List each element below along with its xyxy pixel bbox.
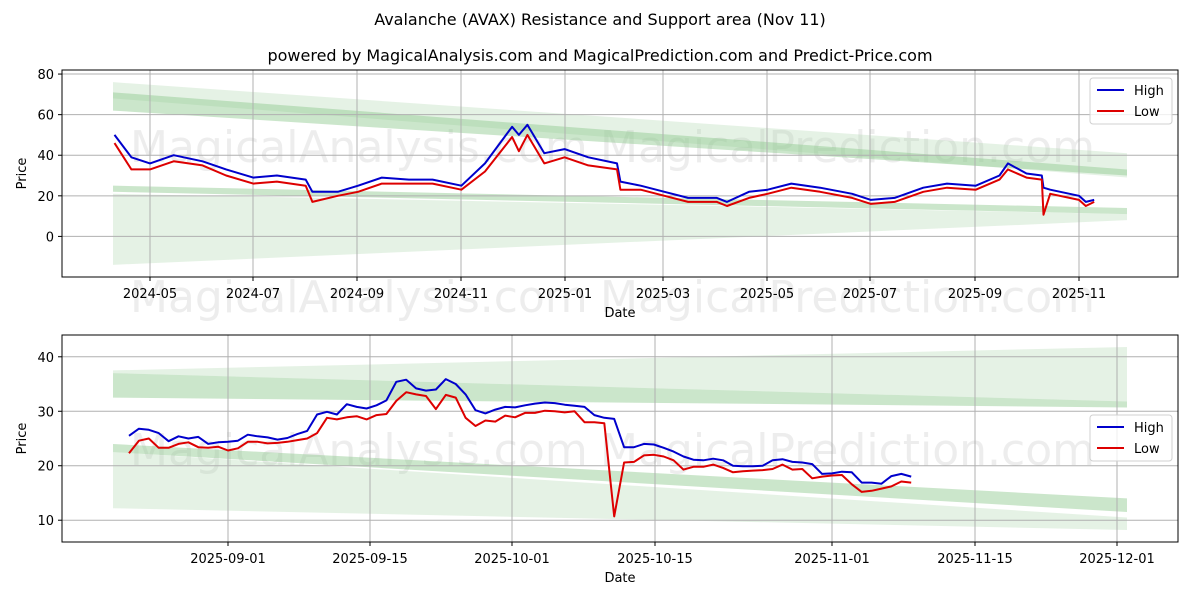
watermark-layer: MagicalAnalysis.com MagicalPrediction.co…	[130, 122, 1095, 476]
chart-title: Avalanche (AVAX) Resistance and Support …	[374, 10, 826, 29]
legend: High Low	[1089, 414, 1173, 462]
x-tick-label: 2025-11-01	[794, 552, 870, 567]
band-outer-upper	[113, 82, 1127, 178]
watermark-analysis-top: MagicalAnalysis.com	[130, 122, 588, 173]
x-tick-label: 2025-11	[1052, 287, 1106, 302]
x-tick-label: 2024-11	[434, 287, 488, 302]
y-tick-label: 40	[37, 351, 54, 366]
x-tick-label: 2025-07	[843, 287, 897, 302]
x-tick-label: 2025-05	[740, 287, 794, 302]
legend-label-high: High	[1134, 84, 1164, 99]
bottom-chart-recent: 10 20 30 40 2025-09-01 2025-09-15 2025-10-01 20…	[15, 334, 1179, 586]
y-tick-label: 80	[37, 68, 54, 83]
y-tick-label: 40	[37, 149, 54, 164]
y-axis-label: Price	[15, 158, 30, 190]
band-outer-lower	[113, 193, 1127, 265]
watermark-prediction-top: MagicalPrediction.com	[600, 122, 1095, 173]
series-line-high	[128, 378, 912, 485]
x-tick-label: 2025-03	[636, 287, 690, 302]
series-line-low	[113, 133, 1095, 216]
y-tick-label: 0	[46, 230, 54, 245]
x-tick-label: 2025-09-01	[190, 552, 266, 567]
watermark-prediction-mid: MagicalPrediction.com	[600, 272, 1095, 323]
y-tick-label: 20	[37, 460, 54, 475]
x-tick-label: 2025-01	[538, 287, 592, 302]
top-chart-full-history: 0 20 40 60 80 2024-05 2024-07 2024-09 2024-11 202…	[15, 68, 1179, 321]
band-inner-upper	[113, 92, 1127, 176]
band-inner-lower	[113, 185, 1127, 215]
legend: High Low	[1089, 77, 1173, 125]
x-tick-label: 2024-09	[330, 287, 384, 302]
band-inner-upper	[113, 373, 1127, 408]
x-tick-label: 2024-07	[226, 287, 280, 302]
chart-subtitle: powered by MagicalAnalysis.com and Magic…	[267, 46, 933, 65]
series-line-low	[128, 391, 912, 518]
band-inner-lower	[113, 443, 1127, 513]
x-tick-label: 2025-09	[948, 287, 1002, 302]
x-axis-label: Date	[604, 306, 635, 321]
watermark-prediction-bottom: MagicalPrediction.com	[600, 425, 1095, 476]
plot-frame	[61, 69, 1179, 278]
x-tick-label: 2025-10-01	[474, 552, 550, 567]
y-axis-label: Price	[15, 423, 30, 455]
x-tick-label: 2025-10-15	[617, 552, 693, 567]
legend-label-low: Low	[1134, 105, 1160, 120]
band-outer-upper	[113, 346, 1127, 402]
x-tick-label: 2025-12-01	[1079, 552, 1155, 567]
watermark-analysis-mid: MagicalAnalysis.com	[130, 272, 588, 323]
legend-label-high: High	[1134, 421, 1164, 436]
y-tick-label: 30	[37, 405, 54, 420]
legend-label-low: Low	[1134, 442, 1160, 457]
plot-frame	[61, 334, 1179, 543]
x-tick-label: 2025-09-15	[332, 552, 408, 567]
watermark-analysis-bottom: MagicalAnalysis.com	[130, 425, 588, 476]
x-axis-label: Date	[604, 571, 635, 586]
y-tick-label: 20	[37, 190, 54, 205]
x-tick-label: 2024-05	[123, 287, 177, 302]
x-tick-label: 2025-11-15	[937, 552, 1013, 567]
y-tick-label: 10	[37, 514, 54, 529]
y-tick-label: 60	[37, 109, 54, 124]
band-outer-lower	[113, 452, 1127, 531]
series-line-high	[113, 123, 1095, 203]
